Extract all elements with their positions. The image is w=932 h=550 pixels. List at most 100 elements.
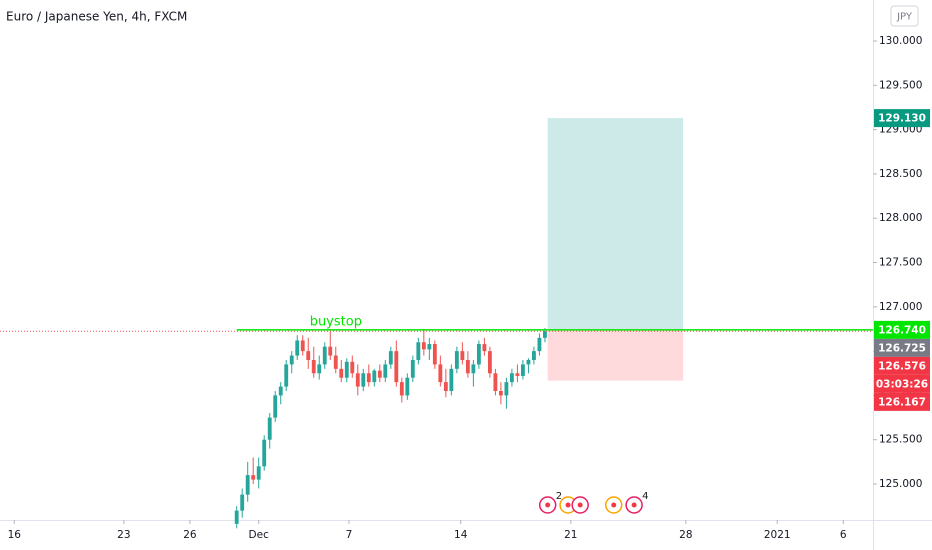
profit-zone	[547, 118, 684, 330]
price-label-box	[874, 374, 930, 393]
candle-body	[333, 355, 338, 369]
candle-body	[234, 510, 239, 524]
y-tick-label: 128.500	[879, 168, 922, 180]
candle-body	[520, 364, 525, 376]
loss-zone	[547, 329, 684, 381]
price-label-box	[874, 392, 930, 411]
y-tick-label: 130.000	[879, 35, 922, 47]
x-tick-label: Dec	[249, 529, 270, 541]
candle-body	[515, 373, 520, 376]
candle-body	[394, 351, 399, 383]
x-tick-label: 21	[564, 529, 577, 541]
candle-body	[284, 364, 289, 387]
candle-body	[438, 364, 443, 383]
candle-body	[361, 373, 366, 387]
currency-button[interactable]	[890, 5, 919, 27]
candle-body	[410, 359, 415, 378]
candle-body	[449, 368, 454, 391]
candle-body	[443, 382, 448, 391]
candle-body	[322, 346, 327, 365]
candle-body	[251, 475, 256, 480]
candle-body	[498, 390, 503, 396]
candle-body	[317, 364, 322, 374]
x-tick-label: 26	[183, 529, 197, 541]
y-tick-label: 125.500	[879, 434, 922, 446]
candle-body	[493, 373, 498, 391]
candle-body	[388, 351, 393, 365]
x-tick-label: 6	[840, 529, 847, 541]
price-label: 126.576	[878, 360, 926, 372]
candle-body	[366, 373, 371, 383]
candle-body	[405, 377, 410, 396]
price-label: 126.167	[878, 396, 926, 408]
event-dot[interactable]	[611, 502, 617, 508]
candle-body	[504, 382, 509, 396]
candle-body	[421, 342, 426, 350]
price-label: 126.725	[878, 342, 926, 354]
candle-body	[471, 364, 476, 374]
candle-body	[427, 344, 432, 350]
candle-body	[355, 373, 360, 387]
price-label: 03:03:26	[876, 378, 928, 390]
candle-body	[465, 359, 470, 374]
candle-body	[267, 417, 272, 440]
candle-body	[543, 331, 547, 338]
candle-body	[487, 351, 492, 374]
x-tick-label: 14	[454, 529, 468, 541]
buystop-label: buystop	[310, 314, 362, 329]
event-count: 4	[642, 491, 648, 502]
event-dot[interactable]	[565, 502, 571, 508]
y-tick-label: 128.000	[879, 212, 922, 224]
candle-body	[300, 340, 305, 352]
event-count: 2	[556, 491, 562, 502]
y-tick-label: 127.500	[879, 257, 922, 269]
price-label: 129.130	[878, 113, 926, 125]
candle-body	[328, 346, 333, 356]
price-label-box	[874, 109, 930, 128]
y-tick-label: 127.000	[879, 301, 922, 313]
currency-label[interactable]: JPY	[896, 12, 913, 23]
price-label: 126.740	[878, 324, 926, 336]
event-dot[interactable]	[631, 502, 637, 508]
candle-body	[476, 344, 481, 365]
candle-body	[482, 344, 487, 352]
price-label-box	[874, 338, 930, 357]
y-tick-label: 125.000	[879, 478, 922, 490]
candle-body	[460, 351, 465, 360]
price-label-box	[874, 320, 930, 339]
x-tick-label: 2021	[764, 529, 791, 541]
candle-body	[509, 373, 514, 383]
candle-body	[289, 355, 294, 365]
candle-body	[306, 351, 311, 360]
candle-body	[240, 494, 245, 511]
candle-body	[526, 359, 531, 365]
event-dot[interactable]	[545, 502, 551, 508]
candle-body	[245, 475, 250, 495]
candle-body	[344, 361, 349, 378]
x-tick-label: 7	[346, 529, 353, 541]
candle-body	[339, 368, 344, 378]
candle-body	[454, 351, 459, 369]
candle-body	[372, 370, 377, 383]
candle-body	[350, 361, 355, 374]
candle-body	[416, 342, 421, 360]
candle-body	[262, 439, 267, 467]
candle-body	[311, 359, 316, 374]
price-label-box	[874, 356, 930, 375]
candle-body	[273, 395, 278, 418]
chart-title: Euro / Japanese Yen, 4h, FXCM	[6, 10, 187, 24]
candle-body	[532, 351, 536, 360]
candle-body	[399, 382, 404, 396]
candle-body	[278, 386, 283, 396]
candle-body	[256, 466, 261, 480]
candle-body	[377, 370, 382, 378]
event-dot[interactable]	[577, 502, 583, 508]
y-tick-label: 129.500	[879, 79, 922, 91]
x-tick-label: 28	[679, 529, 692, 541]
candle-body	[383, 364, 388, 378]
candle-body	[537, 337, 542, 352]
candle-body	[432, 344, 437, 365]
x-tick-label: 23	[117, 529, 130, 541]
